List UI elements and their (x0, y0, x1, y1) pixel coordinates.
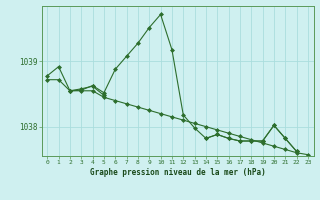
X-axis label: Graphe pression niveau de la mer (hPa): Graphe pression niveau de la mer (hPa) (90, 168, 266, 177)
